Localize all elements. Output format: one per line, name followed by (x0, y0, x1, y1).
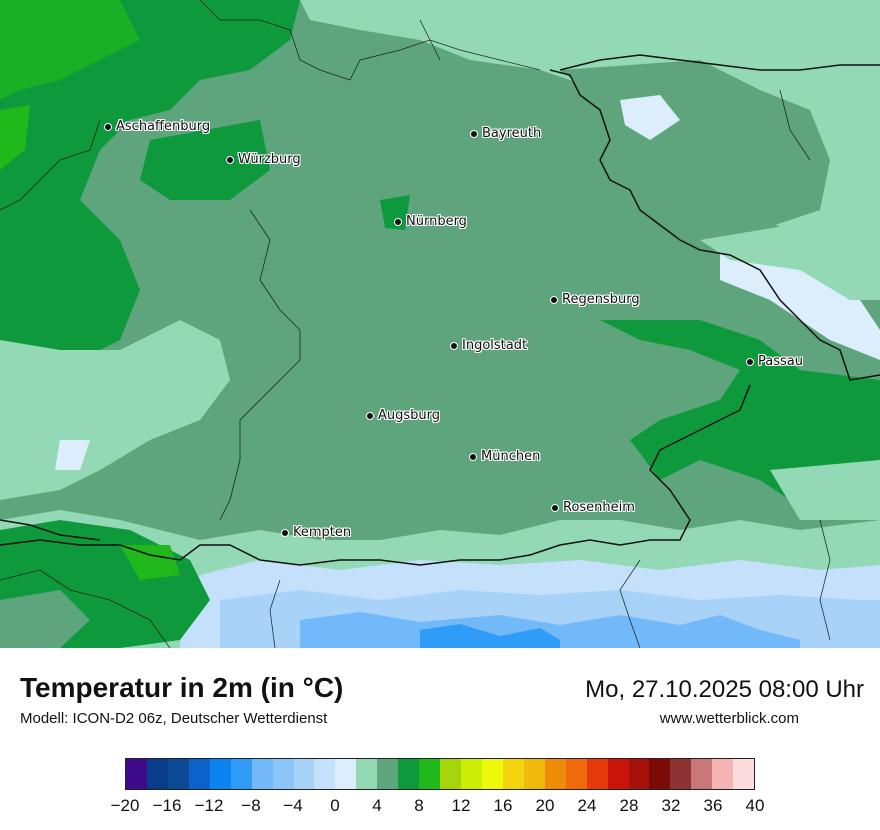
legend-tick-label: 32 (661, 796, 681, 815)
city-marker-ingolstadt: Ingolstadt (450, 338, 527, 353)
legend-swatch (167, 759, 189, 789)
city-marker-muenchen: München (469, 449, 540, 464)
legend-swatch (691, 759, 713, 789)
city-marker-augsburg: Augsburg (366, 408, 440, 423)
legend-swatch (314, 759, 336, 789)
legend-tick-label: 24 (577, 796, 597, 815)
city-label: Rosenheim (563, 500, 635, 515)
city-dot-icon (450, 341, 458, 350)
legend-tick-label: 16 (493, 796, 513, 815)
forecast-datetime: Mo, 27.10.2025 08:00 Uhr (585, 676, 864, 703)
city-marker-regensburg: Regensburg (550, 292, 640, 307)
legend-tick-label: 0 (330, 796, 340, 815)
city-dot-icon (470, 129, 478, 138)
legend-swatch (188, 759, 210, 789)
legend-tick-label: −16 (152, 796, 182, 815)
legend-swatch (251, 759, 273, 789)
map-fields (0, 0, 880, 648)
city-dot-icon (394, 217, 402, 226)
legend-swatch (523, 759, 545, 789)
legend-swatch (586, 759, 608, 789)
legend-tick-label: 8 (414, 796, 424, 815)
city-dot-icon (746, 357, 754, 366)
legend-swatch (398, 759, 420, 789)
city-label: Passau (758, 354, 803, 369)
legend-tick-label: 36 (703, 796, 723, 815)
city-dot-icon (104, 122, 112, 131)
legend-tick-label: 4 (372, 796, 382, 815)
city-dot-icon (366, 411, 374, 420)
legend-swatch (607, 759, 629, 789)
website-link[interactable]: www.wetterblick.com (659, 710, 799, 727)
city-label: Regensburg (562, 292, 640, 307)
color-scale-legend (125, 758, 755, 790)
legend-swatch (461, 759, 482, 789)
legend-swatch (230, 759, 252, 789)
temperature-map: Aschaffenburg Würzburg Bayreuth Nürnberg… (0, 0, 880, 648)
legend-swatch (126, 759, 147, 789)
legend-swatch (335, 759, 357, 789)
legend-tick-label: 12 (451, 796, 471, 815)
city-dot-icon (469, 452, 477, 461)
city-dot-icon (281, 528, 289, 537)
legend-swatch (733, 759, 755, 789)
city-dot-icon (550, 295, 558, 304)
city-label: Bayreuth (482, 126, 542, 141)
legend-swatch (272, 759, 294, 789)
legend-swatch (670, 759, 692, 789)
model-source: Modell: ICON-D2 06z, Deutscher Wetterdie… (20, 710, 328, 727)
legend-swatch (419, 759, 441, 789)
city-label: Aschaffenburg (116, 119, 211, 134)
city-marker-wuerzburg: Würzburg (226, 152, 301, 167)
legend-swatch (712, 759, 734, 789)
legend-tick-label: 28 (619, 796, 639, 815)
legend-swatch (502, 759, 524, 789)
legend-tick-label: −12 (194, 796, 224, 815)
legend-tick-label: 40 (745, 796, 765, 815)
city-label: Augsburg (378, 408, 441, 423)
city-label: Ingolstadt (462, 338, 528, 353)
city-marker-kempten: Kempten (281, 525, 351, 540)
legend-swatch (649, 759, 671, 789)
legend-swatch (356, 759, 378, 789)
city-label: Würzburg (238, 152, 301, 167)
city-marker-bayreuth: Bayreuth (470, 126, 541, 141)
legend-swatch (565, 759, 587, 789)
legend-tick-label: −4 (283, 796, 303, 815)
city-label: Kempten (293, 525, 352, 540)
legend-tick-label: −20 (110, 796, 140, 815)
legend-swatch (377, 759, 399, 789)
city-marker-passau: Passau (746, 354, 803, 369)
legend-swatch (209, 759, 231, 789)
city-label: München (481, 449, 541, 464)
city-dot-icon (226, 155, 234, 164)
city-marker-aschaffenburg: Aschaffenburg (104, 119, 210, 134)
city-marker-nuernberg: Nürnberg (394, 214, 467, 229)
legend-swatch (481, 759, 503, 789)
map-title: Temperatur in 2m (in °C) (20, 672, 344, 703)
city-label: Nürnberg (406, 214, 467, 229)
legend-tick-label: −8 (241, 796, 261, 815)
legend-swatch (293, 759, 315, 789)
legend-swatch (440, 759, 461, 789)
city-dot-icon (551, 503, 559, 512)
legend-swatch (628, 759, 650, 789)
legend-swatch (544, 759, 566, 789)
color-scale-ticks: −20 −16 −12 −8 −4 0 4 8 12 16 20 24 28 32 36 40 (0, 796, 880, 820)
city-marker-rosenheim: Rosenheim (551, 500, 635, 515)
legend-swatch (146, 759, 168, 789)
legend-tick-label: 20 (535, 796, 555, 815)
